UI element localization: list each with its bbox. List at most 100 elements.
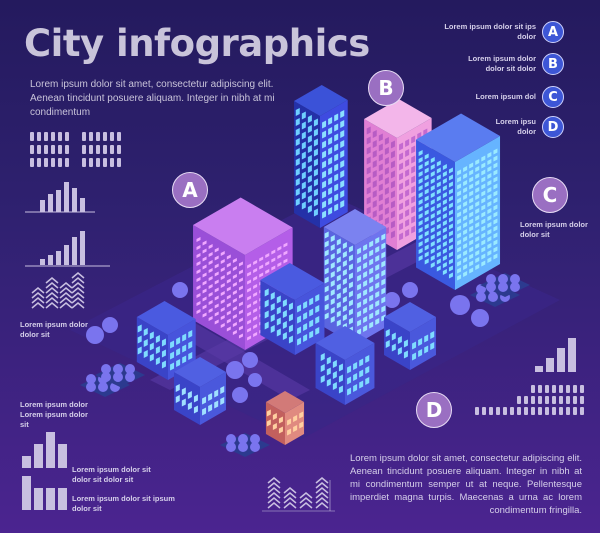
window: [405, 189, 410, 197]
window: [202, 312, 207, 318]
window: [214, 295, 219, 301]
window: [247, 327, 252, 333]
window: [436, 251, 441, 258]
person-icon: [58, 145, 62, 154]
window: [301, 191, 306, 200]
window: [313, 198, 318, 207]
window: [399, 152, 404, 161]
window: [363, 271, 368, 278]
window: [418, 157, 423, 163]
window: [326, 378, 331, 387]
window: [307, 195, 312, 203]
legend-badge-a: A: [542, 21, 564, 43]
window: [405, 169, 410, 177]
window: [487, 257, 492, 263]
legend-badge-b: B: [542, 53, 564, 75]
window: [381, 305, 386, 313]
tree-icon: [498, 274, 508, 284]
window: [442, 269, 447, 275]
window: [295, 188, 300, 196]
window: [463, 208, 468, 214]
chevron-icon: [31, 297, 45, 304]
window: [481, 211, 486, 218]
chevron-icon: [283, 497, 297, 504]
intro-text: Lorem ipsum dolor sit amet, consectetur …: [30, 79, 275, 118]
window: [188, 352, 193, 360]
window: [270, 325, 275, 333]
tree-icon: [125, 364, 135, 374]
window: [442, 178, 447, 184]
window: [340, 190, 345, 198]
window: [253, 316, 258, 321]
window: [375, 264, 380, 271]
tree-icon: [98, 382, 108, 392]
building-blue-3-left: [384, 317, 410, 370]
window: [363, 262, 368, 269]
window: [448, 188, 453, 195]
window: [424, 167, 429, 174]
window: [436, 223, 441, 230]
window: [487, 180, 492, 186]
window: [424, 181, 429, 188]
window: [405, 219, 410, 227]
window: [265, 269, 270, 274]
person-icon: [552, 396, 556, 404]
window: [271, 249, 276, 255]
window: [359, 358, 364, 367]
chevron-icon: [315, 492, 329, 499]
window: [411, 205, 416, 214]
marker-b: B: [368, 70, 404, 106]
window: [463, 187, 468, 193]
window: [259, 264, 264, 270]
chevron-icon: [59, 297, 73, 304]
window: [424, 202, 429, 209]
window: [238, 317, 243, 323]
c-caption: Lorem ipsum dolor dolor sit: [520, 220, 588, 239]
window: [188, 341, 193, 349]
window: [220, 283, 225, 288]
person-icon: [110, 158, 114, 167]
window: [253, 276, 258, 281]
window: [238, 277, 243, 283]
page-title: City infographics: [24, 22, 370, 65]
window: [334, 123, 339, 132]
window: [481, 190, 486, 197]
tree-icon: [125, 372, 135, 382]
window: [493, 239, 498, 246]
window: [418, 192, 423, 198]
window: [334, 133, 339, 142]
marker-a: A: [172, 172, 208, 208]
window: [301, 151, 306, 160]
window: [424, 153, 429, 160]
person-icon: [510, 407, 514, 415]
window: [366, 196, 371, 205]
window: [193, 405, 198, 414]
window: [448, 181, 453, 188]
window: [334, 193, 339, 202]
window: [347, 376, 352, 385]
window: [313, 168, 318, 177]
window: [295, 158, 300, 166]
window: [424, 223, 429, 230]
window: [307, 155, 312, 163]
window: [430, 342, 435, 350]
window: [372, 150, 377, 158]
window: [384, 137, 389, 145]
person-icon: [573, 396, 577, 404]
window: [288, 313, 293, 322]
person-icon: [496, 407, 500, 415]
window: [430, 164, 435, 170]
window: [149, 331, 154, 340]
window: [328, 147, 333, 155]
window: [481, 197, 486, 204]
window: [424, 251, 429, 258]
window: [295, 148, 300, 156]
person-icon: [573, 385, 577, 393]
bar: [34, 488, 43, 510]
window: [307, 165, 312, 173]
window: [297, 304, 302, 313]
window: [493, 225, 498, 232]
window: [238, 301, 243, 307]
window: [276, 328, 281, 337]
person-icon: [65, 145, 69, 154]
